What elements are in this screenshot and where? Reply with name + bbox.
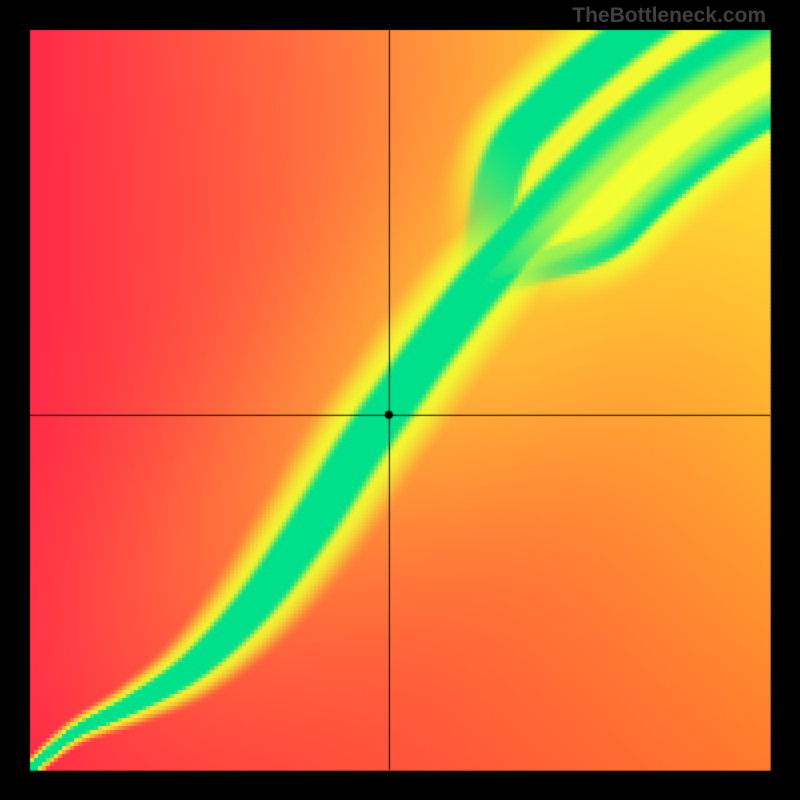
- heatmap-canvas: [0, 0, 800, 800]
- chart-container: TheBottleneck.com: [0, 0, 800, 800]
- watermark-text: TheBottleneck.com: [572, 4, 766, 28]
